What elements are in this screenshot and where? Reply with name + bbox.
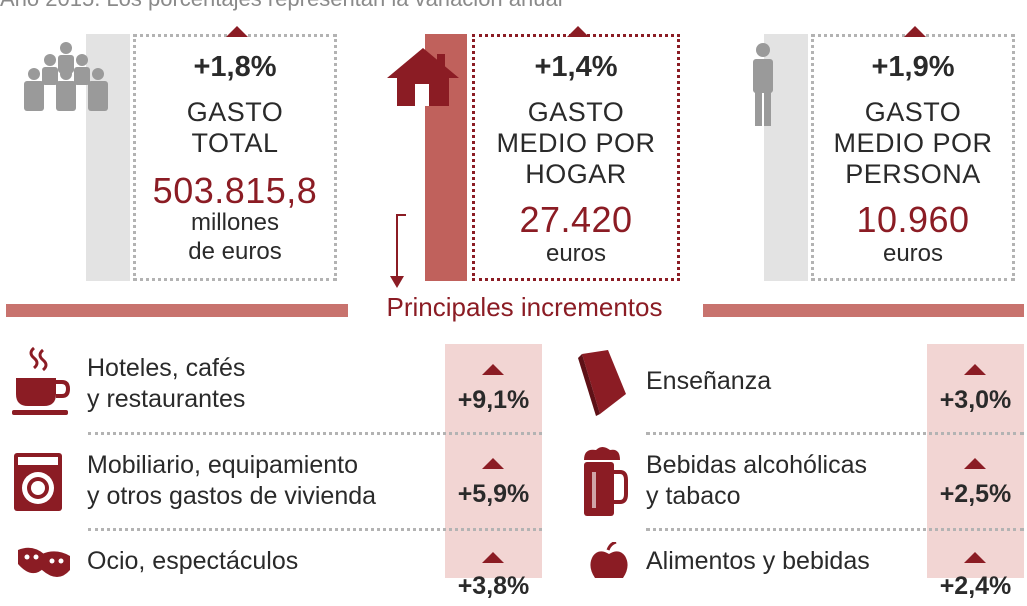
increment-value-box: +5,9%: [445, 474, 542, 514]
increment-value-box: +9,1%: [445, 380, 542, 420]
increase-arrow-icon: [482, 458, 504, 469]
increase-arrow-icon: [482, 364, 504, 375]
stat-change: +1,8%: [193, 51, 277, 83]
increase-arrow-icon: [964, 364, 986, 375]
stat-value: 10.960: [856, 199, 970, 240]
stat-unit-line: euros: [545, 240, 607, 267]
increment-label-line: Bebidas alcohólicas: [646, 451, 867, 479]
increase-arrow-icon: [567, 26, 589, 37]
increase-arrow-icon: [226, 26, 248, 37]
stat-card-total: +1,8% GASTO TOTAL 503.815,8 millones de …: [133, 26, 337, 281]
increment-value-box: +3,0%: [927, 380, 1024, 420]
subtitle: Año 2015. Los porcentajes representan la…: [0, 0, 563, 12]
house-icon: [387, 48, 459, 106]
increment-value-box: +2,5%: [927, 474, 1024, 514]
increment-label-line: y otros gastos de vivienda: [87, 482, 377, 510]
stat-label-line: TOTAL: [191, 128, 279, 158]
increment-label-line: Enseñanza: [646, 367, 772, 395]
section-rule-right: [703, 304, 1024, 317]
stat-unit-line: millones: [190, 209, 280, 236]
increase-arrow-icon: [482, 552, 504, 563]
increment-value: +2,4%: [939, 572, 1012, 600]
increment-value: +9,1%: [457, 386, 530, 414]
row-divider: [646, 432, 1024, 435]
increment-value-box: +2,4%: [927, 566, 1024, 606]
stat-value: 503.815,8: [152, 170, 318, 211]
book-icon: [578, 350, 626, 416]
apple-icon: [590, 542, 628, 578]
increase-arrow-icon: [964, 458, 986, 469]
increase-arrow-icon: [904, 26, 926, 37]
increment-label-line: y tabaco: [646, 482, 741, 510]
increment-label-line: y restaurantes: [87, 385, 246, 413]
increase-arrow-icon: [964, 552, 986, 563]
increment-value: +5,9%: [457, 480, 530, 508]
stat-label-line: GASTO: [864, 97, 962, 127]
stat-change: +1,4%: [534, 51, 618, 83]
increment-label-line: Mobiliario, equipamiento: [87, 451, 358, 479]
stat-card-hogar: +1,4% GASTO MEDIO POR HOGAR 27.420 euros: [472, 26, 680, 281]
theater-masks-icon: [18, 547, 70, 577]
section-title: Principales incrementos: [352, 292, 697, 323]
row-divider: [88, 528, 542, 531]
increment-value: +3,0%: [939, 386, 1012, 414]
stat-value: 27.420: [519, 199, 633, 240]
beer-mug-icon: [584, 447, 628, 516]
increment-value: +3,8%: [457, 572, 530, 600]
stat-label-line: PERSONA: [845, 159, 981, 189]
stat-label-line: MEDIO POR: [833, 128, 993, 158]
stat-label-line: GASTO: [527, 97, 625, 127]
washing-machine-icon: [14, 453, 62, 511]
stat-label-line: MEDIO POR: [496, 128, 656, 158]
down-arrow-icon: [390, 214, 406, 288]
increment-value: +2,5%: [939, 480, 1012, 508]
section-rule-left: [6, 304, 348, 317]
stat-unit-line: euros: [882, 240, 944, 267]
stat-change: +1,9%: [871, 51, 955, 83]
row-divider: [88, 432, 542, 435]
stat-label-line: GASTO: [186, 97, 284, 127]
person-icon: [753, 43, 773, 126]
increment-value-box: +3,8%: [445, 566, 542, 606]
increment-label-line: Ocio, espectáculos: [87, 547, 299, 575]
stat-card-persona: +1,9% GASTO MEDIO POR PERSONA 10.960 eur…: [811, 26, 1015, 281]
stat-unit-line: de euros: [188, 238, 282, 265]
coffee-cup-icon: [12, 346, 71, 415]
people-group-icon: [24, 42, 108, 111]
increment-label-line: Hoteles, cafés: [87, 354, 246, 382]
increment-label-line: Alimentos y bebidas: [646, 547, 870, 575]
stat-label-line: HOGAR: [525, 159, 627, 189]
row-divider: [646, 528, 1024, 531]
